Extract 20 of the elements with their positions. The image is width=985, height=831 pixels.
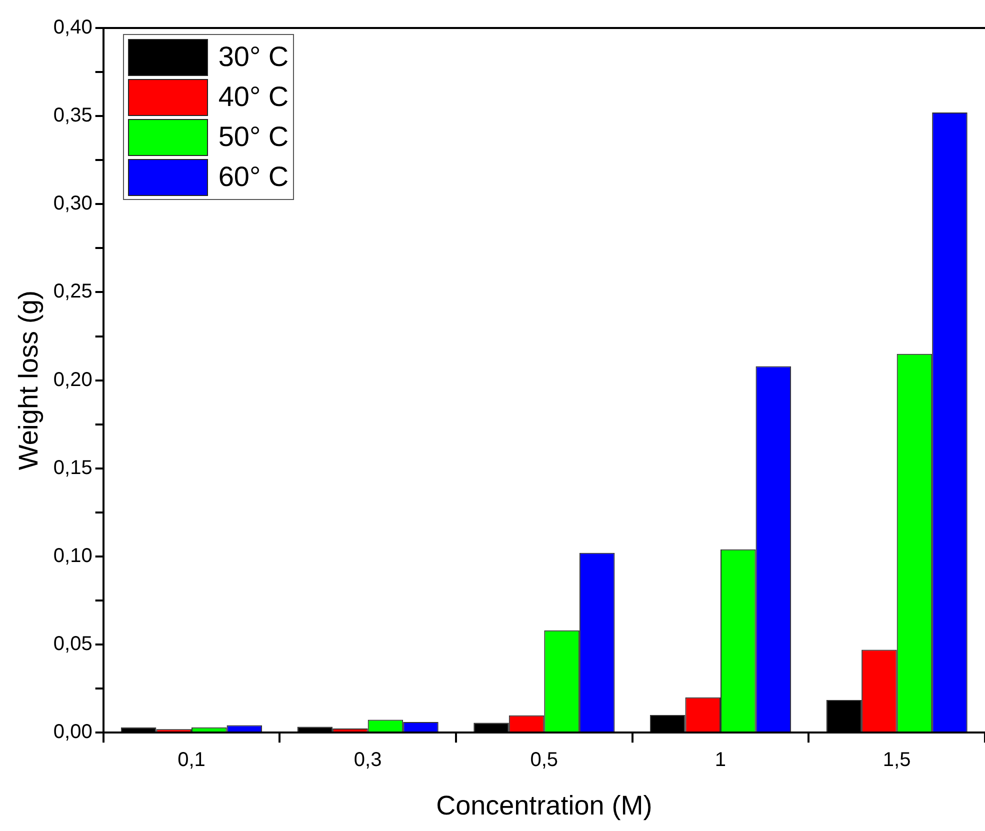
- x-axis-title: Concentration (M): [436, 790, 652, 820]
- x-tick-label: 0,3: [354, 749, 382, 772]
- x-tick-label: 1: [714, 749, 726, 772]
- legend-label: 30° C: [218, 41, 289, 73]
- x-tick-label: 0,1: [178, 749, 206, 772]
- y-tick-label: 0,10: [53, 544, 92, 567]
- y-tick-label: 0,20: [53, 368, 92, 391]
- x-tick-label: 1,5: [882, 749, 911, 772]
- y-axis-title: Weight loss (g): [14, 290, 44, 470]
- y-tick-label: 0,25: [53, 280, 92, 303]
- x-tick-label: 0,5: [530, 749, 558, 772]
- y-tick-label: 0,30: [53, 192, 92, 215]
- y-tick-label: 0,05: [53, 633, 92, 656]
- legend-label: 60° C: [218, 161, 289, 193]
- y-tick-label: 0,00: [53, 721, 92, 744]
- legend-label: 50° C: [218, 121, 289, 153]
- y-tick-label: 0,40: [53, 16, 92, 39]
- legend-label: 40° C: [218, 81, 289, 113]
- y-tick-label: 0,15: [53, 456, 92, 479]
- y-tick-label: 0,35: [53, 104, 92, 127]
